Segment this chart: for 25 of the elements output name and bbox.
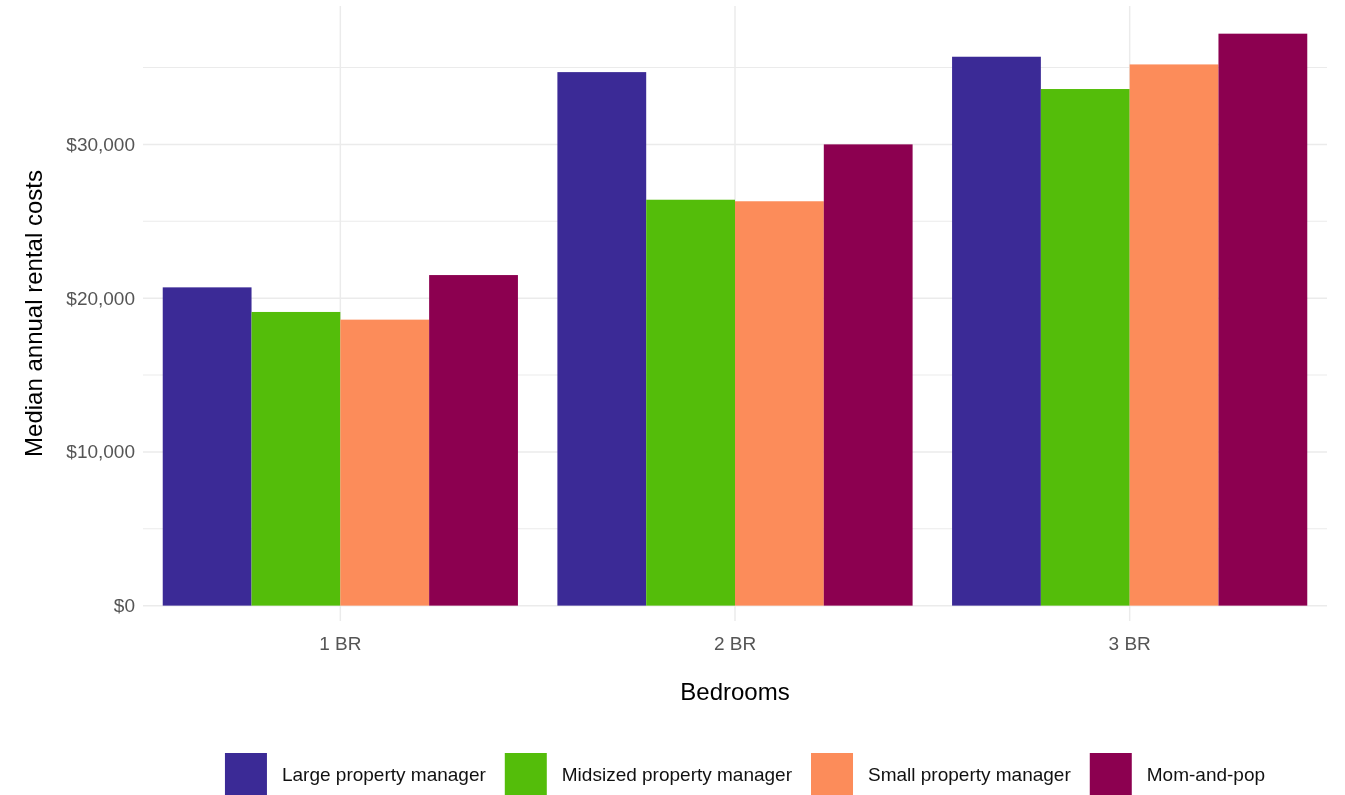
legend-label: Mom-and-pop <box>1146 764 1266 785</box>
legend-label: Large property manager <box>281 764 487 785</box>
x-tick-label: 1 BR <box>319 633 362 655</box>
bar <box>735 201 824 606</box>
bar <box>646 199 735 606</box>
y-axis-title: Median annual rental costs <box>20 170 47 457</box>
legend-label: Midsized property manager <box>561 764 793 785</box>
legend-label: Small property manager <box>868 764 1072 785</box>
bar <box>162 287 252 606</box>
bar <box>1218 33 1308 606</box>
bar <box>952 56 1041 606</box>
y-tick-label: $10,000 <box>66 441 135 463</box>
x-axis-title: Bedrooms <box>680 678 790 705</box>
bar <box>823 144 913 606</box>
y-tick-label: $30,000 <box>66 133 135 155</box>
bar <box>429 275 518 606</box>
bar <box>340 319 430 606</box>
bar <box>251 311 341 606</box>
bar <box>1129 64 1219 606</box>
bar <box>1040 89 1130 606</box>
x-tick-label: 2 BR <box>713 633 757 655</box>
y-tick-label: $20,000 <box>66 287 135 309</box>
bar <box>557 72 647 606</box>
x-tick-label: 3 BR <box>1108 633 1151 655</box>
y-tick-label: $0 <box>113 595 135 617</box>
